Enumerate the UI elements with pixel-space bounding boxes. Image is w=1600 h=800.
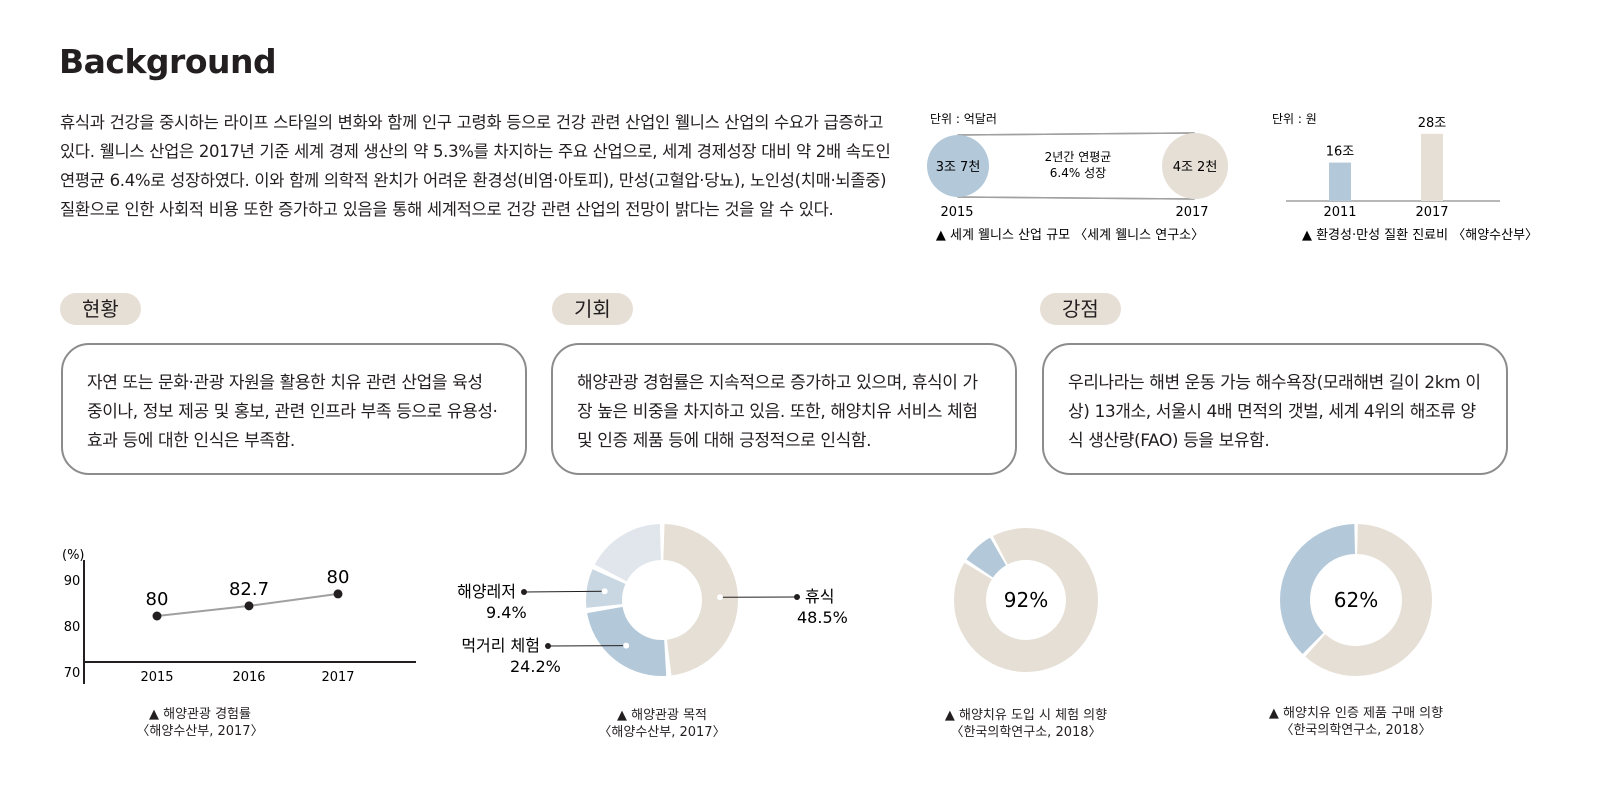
year-2017-label: 2017 [1175,205,1208,220]
donut-slice [586,524,738,676]
slice-value: 9.4% [486,603,527,622]
wellness-market-chart: 단위 : 억달러 3조 7천 4조 2천 2년간 연평균 6.4% 성장 2015… [927,112,1228,243]
data-label: 80 [327,567,350,588]
donut-slice [1280,524,1432,676]
y-unit-label: (%) [62,548,85,563]
bubble-2015 [927,135,989,197]
caption-line2: 〈한국의학연구소, 2018〉 [1280,723,1431,738]
caption-line2: 〈해양수산부, 2017〉 [598,725,725,740]
tag-status: 현황 [60,293,141,325]
donut-slice [954,528,1098,672]
caption-line1: ▲ 해양치유 도입 시 체험 의향 [945,708,1107,723]
tag-strength: 강점 [1040,293,1121,325]
center-label: 62% [1334,588,1378,612]
caption-line2: 〈한국의학연구소, 2018〉 [950,725,1101,740]
leader-end-dot [794,594,800,600]
year-2015-label: 2015 [940,205,973,220]
chart-caption: ▲ 환경성·만성 질환 진료비 〈해양수산부〉 [1302,228,1538,243]
annotation-line: 2년간 연평균 [1045,150,1112,164]
value-label-2015: 3조 7천 [936,160,981,175]
chart-caption: ▲ 세계 웰니스 산업 규모 〈세계 웰니스 연구소〉 [936,228,1204,243]
bar-category-label: 2011 [1323,205,1356,220]
marine-tourism-rate-chart: (%) ▲ 해양관광 경험률 〈해양수산부, 2017〉 70 80 90 80 201… [62,548,416,739]
donut-slice [586,524,738,676]
slice-value: 48.5% [797,608,848,627]
purchase-intent-donut: ▲ 해양치유 인증 제품 구매 의향 〈한국의학연구소, 2018〉 62% [1269,524,1443,738]
bar-value-label: 16조 [1326,145,1355,160]
data-point [333,589,343,599]
intro-paragraph: 휴식과 건강을 중시하는 라이프 스타일의 변화와 함께 인구 고령화 등으로 … [60,113,891,219]
data-point [152,611,162,621]
donut-slice [1280,524,1432,676]
slice-label: 휴식 [805,587,834,606]
data-label: 80 [146,589,169,610]
tourism-purpose-donut: ▲ 해양관광 목적 〈해양수산부, 2017〉 휴식 48.5% 먹거리 체험 24.… [457,524,848,740]
value-label-2017: 4조 2천 [1173,160,1218,175]
y-tick-label: 90 [64,574,81,589]
bar-value-label: 28조 [1418,116,1447,131]
strength-box: 우리나라는 해변 운동 가능 해수욕장(모래해변 길이 2km 이상) 13개소… [1042,343,1508,475]
caption-line1: ▲ 해양치유 인증 제품 구매 의향 [1269,706,1443,721]
connector-lines [957,132,1195,200]
bar-category-label: 2017 [1415,205,1448,220]
bar-2011 [1329,162,1351,201]
status-box: 자연 또는 문화·관광 자원을 활용한 치유 관련 산업을 육성 중이나, 정보… [61,343,527,475]
leader-end-dot [545,643,551,649]
x-tick-label: 2017 [321,670,354,685]
opportunity-box: 해양관광 경험률은 지속적으로 증가하고 있으며, 휴식이 가장 높은 비중을 … [551,343,1017,475]
page-title: Background [59,42,277,81]
unit-label: 단위 : 억달러 [930,112,997,126]
leader-start-dot [601,588,608,595]
medical-cost-chart: 단위 : 원 ▲ 환경성·만성 질환 진료비 〈해양수산부〉 16조 2011 28… [1272,112,1538,243]
y-tick-label: 80 [64,620,81,635]
caption-line1: ▲ 해양관광 경험률 [149,707,251,722]
slice-label: 먹거리 체험 [461,636,540,655]
y-tick-label: 70 [64,666,81,681]
data-label: 82.7 [229,579,269,600]
leader-line [523,590,605,593]
slice-value: 24.2% [510,657,561,676]
bar-2017 [1421,133,1443,201]
unit-label: 단위 : 원 [1272,112,1317,126]
tag-opportunity: 기회 [552,293,633,325]
bubble-2017 [1162,133,1228,199]
annotation-line: 6.4% 성장 [1050,166,1106,180]
caption-line2: 〈해양수산부, 2017〉 [136,724,263,739]
center-label: 92% [1004,588,1048,612]
leader-end-dot [521,589,527,595]
x-tick-label: 2016 [232,670,265,685]
data-point [244,601,254,611]
x-tick-label: 2015 [140,670,173,685]
experience-intent-donut: ▲ 해양치유 도입 시 체험 의향 〈한국의학연구소, 2018〉 92% [945,528,1107,740]
leader-start-dot [716,594,723,601]
caption-line1: ▲ 해양관광 목적 [617,708,707,723]
leader-start-dot [623,642,630,649]
growth-annotation: 2년간 연평균 6.4% 성장 [1045,150,1112,180]
slice-label: 해양레저 [457,582,516,601]
